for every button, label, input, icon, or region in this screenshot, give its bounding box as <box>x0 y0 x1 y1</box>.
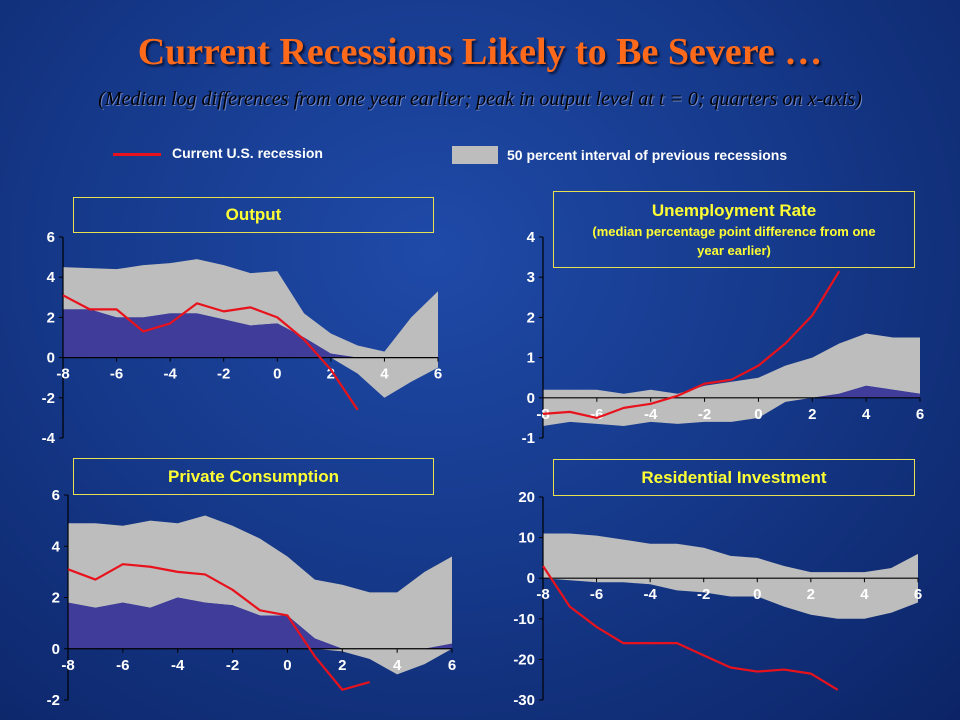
unemployment-y-tick-label: 3 <box>527 269 535 286</box>
unemployment-panel-title: Unemployment Rate (median percentage poi… <box>553 191 915 268</box>
unemployment-y-tick-label: 0 <box>527 390 535 407</box>
consumption-x-tick-label: 2 <box>338 657 346 674</box>
consumption-x-tick-label: -6 <box>116 657 129 674</box>
unemployment-x-tick-label: 2 <box>808 406 816 423</box>
unemployment-y-tick-label: 2 <box>527 309 535 326</box>
output-current-recession-line <box>62 294 359 411</box>
consumption-y-tick-label: 0 <box>52 641 60 658</box>
unemployment-y-tick-label: -1 <box>522 430 535 447</box>
consumption-band-upper <box>68 515 452 649</box>
output-x-tick-label: 2 <box>327 366 335 383</box>
consumption-y-tick-label: 6 <box>52 487 60 504</box>
output-x-tick-label: -6 <box>110 366 123 383</box>
consumption-current-recession-line <box>67 563 371 691</box>
residential-y-tick-label: -10 <box>513 611 535 628</box>
output-y-tick-label: 6 <box>47 229 55 246</box>
output-x-tick-label: 0 <box>273 366 281 383</box>
consumption-y-tick-label: 4 <box>52 538 61 555</box>
consumption-y-tick-label: 2 <box>52 590 60 607</box>
residential-y-tick-label: 10 <box>518 530 535 547</box>
legend-band-label: 50 percent interval of previous recessio… <box>507 147 788 163</box>
residential-x-tick-label: -4 <box>643 586 657 603</box>
unemployment-current-recession-line <box>542 270 841 419</box>
output-y-tick-label: -2 <box>42 390 55 407</box>
output-x-tick-label: -4 <box>163 366 177 383</box>
residential-band-below-zero <box>543 578 918 619</box>
unemployment-x-tick-label: 4 <box>862 406 871 423</box>
consumption-band-lower-positive <box>68 597 452 649</box>
unemployment-y-tick-label: 4 <box>527 229 536 246</box>
residential-x-tick-label: 2 <box>807 586 815 603</box>
unemployment-band-lower-positive <box>543 385 920 398</box>
residential-y-tick-label: 0 <box>527 570 535 587</box>
consumption-x-tick-label: -8 <box>61 657 74 674</box>
unemployment-x-tick-label: -8 <box>536 406 549 423</box>
consumption-x-tick-label: -2 <box>226 657 239 674</box>
unemployment-x-tick-label: 6 <box>916 406 924 423</box>
consumption-x-tick-label: 6 <box>448 657 456 674</box>
consumption-x-tick-label: 0 <box>283 657 291 674</box>
output-x-tick-label: -8 <box>56 366 69 383</box>
residential-x-tick-label: 0 <box>753 586 761 603</box>
output-x-tick-label: 4 <box>380 366 389 383</box>
output-x-tick-label: -2 <box>217 366 230 383</box>
residential-current-recession-line <box>542 565 839 691</box>
residential-band-upper <box>543 533 918 579</box>
consumption-panel-title: Private Consumption <box>73 458 434 495</box>
residential-panel-title: Residential Investment <box>553 459 915 496</box>
consumption-x-tick-label: 4 <box>393 657 402 674</box>
unemployment-x-tick-label: -6 <box>590 406 603 423</box>
output-y-tick-label: -4 <box>42 430 56 447</box>
output-x-tick-label: 6 <box>434 366 442 383</box>
unemployment-y-tick-label: 1 <box>527 350 535 367</box>
unemployment-x-tick-label: -4 <box>644 406 658 423</box>
output-y-tick-label: 0 <box>47 350 55 367</box>
legend-band-swatch <box>452 146 498 164</box>
residential-x-tick-label: -6 <box>590 586 603 603</box>
legend-line-label: Current U.S. recession <box>172 145 323 161</box>
slide-title: Current Recessions Likely to Be Severe … <box>137 31 823 73</box>
residential-y-tick-label: -30 <box>513 692 535 709</box>
unemployment-title-note: (median percentage point difference from… <box>592 224 876 258</box>
residential-x-tick-label: 4 <box>860 586 869 603</box>
output-y-tick-label: 4 <box>47 269 56 286</box>
consumption-y-tick-label: -2 <box>47 692 60 709</box>
residential-y-tick-label: 20 <box>518 489 535 506</box>
residential-y-tick-label: -20 <box>513 651 535 668</box>
output-band-below-zero <box>63 357 438 398</box>
residential-x-tick-label: -8 <box>536 586 549 603</box>
unemployment-x-tick-label: 0 <box>754 406 762 423</box>
output-y-tick-label: 2 <box>47 309 55 326</box>
output-band-lower-positive <box>63 309 438 358</box>
legend-line-swatch <box>113 153 161 156</box>
output-panel-title: Output <box>73 197 434 233</box>
consumption-x-tick-label: -4 <box>171 657 185 674</box>
residential-x-tick-label: 6 <box>914 586 922 603</box>
unemployment-band-upper <box>543 333 920 398</box>
consumption-band-below-zero <box>68 648 452 675</box>
unemployment-title-text: Unemployment Rate <box>651 201 817 220</box>
unemployment-x-tick-label: -2 <box>698 406 711 423</box>
slide-subtitle: (Median log differences from one year ea… <box>98 88 862 110</box>
residential-x-tick-label: -2 <box>697 586 710 603</box>
